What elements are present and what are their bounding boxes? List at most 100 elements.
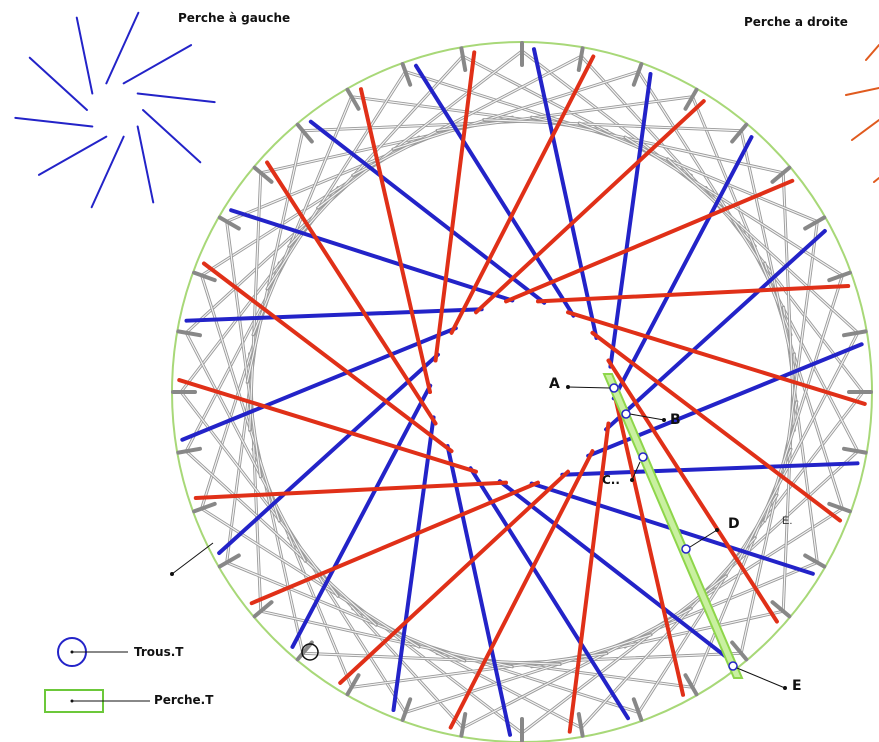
- right-leaning-pole: [193, 480, 509, 500]
- pinwheel-stroke: [14, 116, 94, 128]
- pole-end-cap: [192, 270, 217, 283]
- left-leaning-pole: [611, 135, 754, 401]
- left-leaning-pole: [290, 383, 433, 649]
- pole-end-cap: [217, 215, 241, 231]
- pole-end-cap: [683, 87, 699, 111]
- annotation-leaders: [170, 385, 787, 690]
- pole-end-cap: [631, 62, 644, 87]
- right-leaning-pole: [567, 421, 611, 734]
- grey-pole-highlight: [266, 71, 406, 290]
- grey-pole-highlight: [782, 221, 818, 478]
- left-leaning-pole: [497, 479, 736, 665]
- left-leaning-pole: [180, 326, 458, 442]
- pinwheel-stroke: [37, 135, 108, 176]
- pinwheel-stroke: [90, 135, 125, 209]
- pinwheel-stroke: [105, 11, 140, 85]
- grey-pole-highlight: [782, 172, 795, 431]
- pole-end-cap: [192, 501, 217, 514]
- pole-end-cap: [295, 640, 314, 662]
- left-leaning-pole: [184, 307, 484, 323]
- pole-end-cap: [295, 122, 314, 144]
- pole-end-cap: [400, 697, 413, 722]
- left-pinwheel-icon: [14, 11, 216, 209]
- pinwheel-stroke: [28, 56, 88, 111]
- label-d: D: [728, 516, 740, 532]
- grey-pole-highlight: [483, 119, 742, 132]
- pole-end-cap: [803, 215, 827, 231]
- hole-e: [728, 661, 738, 671]
- right-leaning-pole: [433, 50, 477, 363]
- pinwheel-stroke: [136, 125, 155, 204]
- pole-end-cap: [730, 640, 749, 662]
- grey-pole-highlight: [185, 332, 306, 562]
- pole-end-cap: [770, 600, 792, 619]
- right-leaning-pole: [449, 54, 596, 335]
- right-leaning-pole: [504, 178, 795, 304]
- hole-d: [681, 544, 691, 554]
- grey-pole-highlight: [580, 55, 756, 247]
- pole-end-cap: [842, 446, 868, 455]
- grey-pole-highlight: [226, 221, 262, 478]
- left-leaning-pole: [531, 47, 599, 340]
- left-leaning-pole: [414, 63, 576, 318]
- grey-pole-highlight: [638, 71, 778, 290]
- grey-pole-highlight: [521, 575, 727, 734]
- left-leaning-pole: [608, 71, 653, 369]
- grey-pole-highlight: [317, 50, 523, 209]
- pole-end-cap: [631, 697, 644, 722]
- label-a: A: [549, 376, 560, 392]
- right-leaning-pole: [338, 469, 570, 685]
- right-leaning-pole: [201, 261, 454, 454]
- legend: Trous.T Perche.T: [44, 637, 214, 713]
- pole-end-cap: [803, 553, 827, 569]
- grey-pole-highlight: [764, 275, 844, 522]
- right-leaning-pole: [606, 358, 779, 624]
- left-leaning-pole: [445, 444, 513, 737]
- right-pinwheel-icon: [845, 44, 879, 183]
- pole-end-cap: [217, 553, 241, 569]
- pole-end-cap: [459, 712, 468, 738]
- label-e: E: [792, 678, 802, 694]
- grey-pole-highlight: [405, 634, 652, 714]
- highlighted-pole: [602, 373, 744, 679]
- pole-end-cap: [576, 46, 585, 72]
- pole-end-cap: [176, 329, 202, 338]
- grey-pole-highlight: [738, 332, 859, 562]
- right-leaning-pole: [249, 480, 540, 606]
- pole-end-cap: [683, 673, 699, 697]
- grey-pole-highlight: [302, 652, 561, 665]
- left-leaning-pole: [468, 466, 630, 721]
- pinwheel-stroke: [75, 16, 94, 95]
- pole-end-cap: [576, 712, 585, 738]
- legend-pole-label: Perche.T: [154, 693, 214, 707]
- grey-pole-highlight: [226, 561, 466, 662]
- pole-end-cap: [827, 270, 852, 283]
- left-leaning-pole: [560, 461, 860, 477]
- grey-pole-highlight: [392, 70, 639, 150]
- left-leaning-pole: [217, 352, 440, 556]
- pole-end-cap: [345, 87, 361, 111]
- right-leaning-pole: [177, 378, 478, 474]
- right-leaning-pole: [448, 449, 595, 730]
- pole-end-cap: [176, 446, 202, 455]
- left-leaning-pole: [229, 208, 515, 303]
- right-leaning-pole: [612, 390, 686, 697]
- grey-pole-highlight: [185, 450, 377, 626]
- pole-end-cap: [345, 673, 361, 697]
- hole-a: [609, 383, 619, 393]
- label-e-small: E.: [782, 515, 792, 527]
- legend-hole-label: Trous.T: [134, 645, 184, 659]
- left-leaning-pole: [308, 119, 547, 305]
- grey-pole-highlight: [246, 130, 304, 383]
- label-c: C..: [602, 473, 620, 487]
- hole-c: [638, 452, 648, 462]
- left-leaning-pole: [391, 415, 436, 713]
- right-leaning-pole: [265, 160, 438, 426]
- pinwheel-stroke: [142, 109, 202, 164]
- pinwheel-stroke: [136, 92, 216, 104]
- pole-end-cap: [842, 329, 868, 338]
- right-leaning-pole-layer: [177, 50, 867, 734]
- grey-pole-highlight: [667, 158, 859, 334]
- pole-end-cap: [400, 62, 413, 87]
